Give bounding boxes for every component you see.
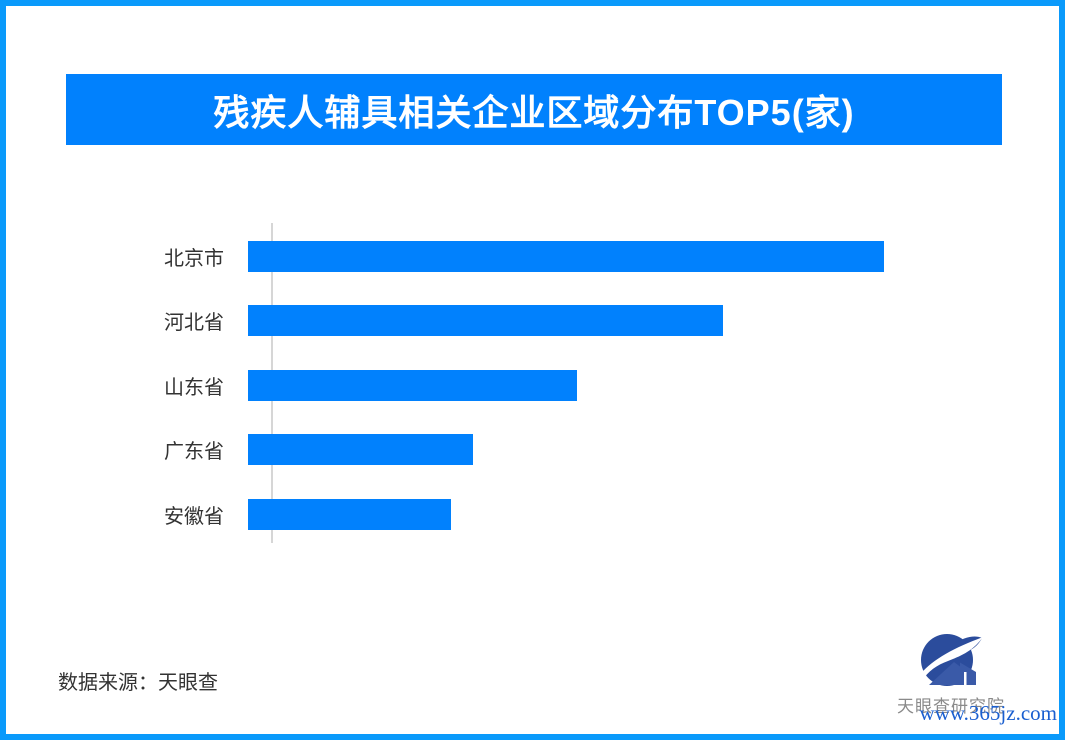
bar-track: [248, 289, 946, 354]
bar: [248, 498, 451, 530]
chart-row: 广东省: [66, 418, 946, 483]
bar-track: [248, 418, 946, 483]
tianyancha-logo: 天眼查研究院: [893, 632, 1009, 717]
bar-track: [248, 353, 946, 418]
category-label: 山东省: [164, 376, 224, 399]
category-label: 河北省: [164, 312, 224, 335]
bar: [248, 369, 577, 401]
bar: [248, 240, 884, 272]
chart-row: 河北省: [66, 289, 946, 354]
bar: [248, 434, 473, 466]
watermark-url: www.365jz.com: [919, 701, 1057, 725]
bar-track: [248, 482, 946, 547]
chart-row: 北京市: [66, 224, 946, 289]
category-label: 北京市: [164, 247, 224, 270]
chart-row: 安徽省: [66, 482, 946, 547]
chart-row: 山东省: [66, 353, 946, 418]
bar-chart: 北京市河北省山东省广东省安徽省: [66, 224, 946, 547]
bar: [248, 305, 723, 337]
category-label: 广东省: [164, 441, 224, 464]
data-source-note: 数据来源：天眼查: [58, 672, 218, 694]
tianyancha-logo-icon: [920, 634, 982, 686]
category-label: 安徽省: [164, 505, 224, 528]
bar-track: [248, 224, 946, 289]
chart-title-banner: 残疾人辅具相关企业区域分布TOP5(家): [66, 74, 1002, 145]
logo-caption: 天眼查研究院: [897, 697, 1005, 716]
chart-title: 残疾人辅具相关企业区域分布TOP5(家): [213, 91, 855, 133]
